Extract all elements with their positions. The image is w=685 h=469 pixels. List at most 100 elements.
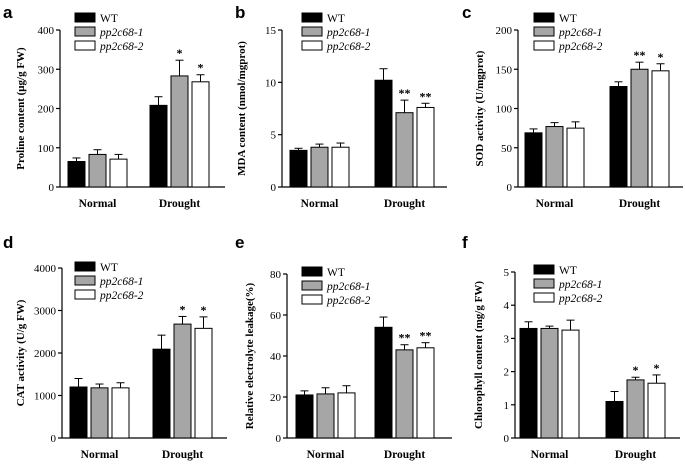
bar-pp2c68-2-normal — [566, 127, 585, 188]
category-label-normal: Normal — [301, 198, 339, 210]
bar-WT-drought — [374, 79, 393, 188]
legend: WT pp2c68-1 pp2c68-2 — [533, 264, 603, 305]
legend-label-pp2c68-2: pp2c68-2 — [326, 41, 371, 53]
bar-pp2c68-2-normal — [111, 387, 130, 439]
y-axis-label: SOD activity (U/mgprot) — [474, 50, 486, 166]
panel-letter-f: f — [462, 233, 468, 252]
y-tick-label: 200 — [496, 25, 513, 37]
legend-swatch-pp2c68-1 — [74, 275, 96, 286]
panel-d: d CAT activity (U/g FW) 0 1000 2000 3000 4000 N… — [3, 233, 227, 461]
bar-pp2c68-2-drought — [416, 106, 435, 188]
legend-label-pp2c68-1: pp2c68-1 — [558, 279, 602, 291]
category-label-drought: Drought — [162, 449, 203, 461]
y-axis-label: CAT activity (U/g FW) — [15, 299, 27, 406]
bar-WT-drought — [609, 86, 628, 188]
bar-WT-normal — [519, 327, 538, 439]
y-tick-label: 5 — [271, 130, 277, 142]
bar-WT-normal — [524, 132, 543, 188]
legend: WT pp2c68-1 pp2c68-2 — [74, 261, 144, 302]
legend-label-pp2c68-1: pp2c68-1 — [326, 281, 370, 293]
legend-label-pp2c68-1: pp2c68-1 — [99, 276, 143, 288]
bar-pp2c68-1-normal — [310, 146, 329, 188]
legend-label-WT: WT — [100, 262, 118, 274]
bar-pp2c68-1-normal — [545, 126, 564, 188]
panel-a: a Proline content (μg/g FW) 0 100 200 300 400 N… — [3, 3, 225, 210]
category-label-normal: Normal — [536, 198, 574, 210]
legend-swatch-WT — [301, 266, 323, 277]
significance-mark: * — [198, 61, 204, 75]
y-tick-label: 100 — [496, 104, 513, 116]
significance-mark: * — [658, 50, 664, 64]
bar-pp2c68-2-drought — [416, 347, 435, 439]
legend-label-pp2c68-2: pp2c68-2 — [558, 41, 603, 53]
legend-swatch-pp2c68-2 — [533, 292, 555, 303]
legend-label-WT: WT — [100, 13, 118, 25]
legend-swatch-WT — [74, 12, 96, 23]
y-tick-label: 400 — [38, 25, 55, 37]
y-tick-label: 10 — [265, 77, 277, 89]
y-tick-label: 200 — [38, 104, 55, 116]
y-axis-label: Chlorophyll content (mg/g FW) — [473, 281, 485, 429]
y-tick-label: 60 — [270, 310, 282, 322]
y-tick-label: 1000 — [34, 391, 57, 403]
legend: WT pp2c68-1 pp2c68-2 — [74, 12, 144, 53]
y-tick-label: 0 — [276, 433, 282, 445]
legend: WT pp2c68-1 pp2c68-2 — [533, 12, 603, 53]
legend-label-pp2c68-2: pp2c68-2 — [99, 41, 144, 53]
significance-mark: ** — [420, 329, 432, 343]
bar-pp2c68-1-normal — [316, 393, 335, 439]
significance-mark: ** — [399, 86, 411, 100]
y-tick-label: 2 — [504, 367, 510, 379]
legend: WT pp2c68-1 pp2c68-2 — [301, 266, 371, 307]
y-tick-label: 2000 — [34, 348, 57, 360]
category-label-drought: Drought — [384, 198, 425, 210]
legend-swatch-pp2c68-2 — [301, 294, 323, 305]
legend-swatch-pp2c68-1 — [533, 26, 555, 37]
y-tick-label: 4000 — [34, 263, 57, 275]
significance-mark: * — [177, 46, 183, 60]
bar-WT-drought — [605, 400, 624, 439]
bar-pp2c68-2-normal — [337, 392, 356, 439]
legend-swatch-WT — [74, 261, 96, 272]
panel-c: c SOD activity (U/mgprot) 0 50 100 150 200 Norm… — [462, 3, 683, 210]
y-tick-label: 300 — [38, 64, 55, 76]
bar-pp2c68-1-normal — [540, 327, 559, 439]
bar-WT-drought — [374, 326, 393, 439]
y-axis-label: Proline content (μg/g FW) — [15, 47, 27, 170]
panel-letter-b: b — [235, 3, 245, 22]
bar-pp2c68-1-drought — [630, 68, 649, 188]
bar-pp2c68-1-normal — [88, 153, 107, 188]
y-axis-label: MDA content (nmol/mgprot) — [236, 41, 248, 176]
legend-label-pp2c68-1: pp2c68-1 — [99, 27, 143, 39]
legend-swatch-pp2c68-1 — [301, 26, 323, 37]
category-label-normal: Normal — [81, 449, 119, 461]
bar-WT-drought — [149, 104, 168, 188]
y-tick-label: 0 — [271, 182, 277, 194]
significance-mark: ** — [420, 89, 432, 103]
significance-mark: * — [654, 361, 660, 375]
panel-letter-d: d — [3, 233, 13, 252]
legend-label-pp2c68-1: pp2c68-1 — [558, 27, 602, 39]
panel-letter-a: a — [3, 3, 13, 22]
bar-pp2c68-1-normal — [90, 387, 109, 439]
bar-pp2c68-1-drought — [395, 349, 414, 439]
y-tick-label: 150 — [496, 64, 513, 76]
panel-letter-e: e — [235, 233, 244, 252]
category-label-normal: Normal — [531, 449, 569, 461]
y-tick-label: 20 — [270, 392, 282, 404]
y-tick-label: 80 — [270, 269, 282, 281]
legend-swatch-pp2c68-2 — [74, 289, 96, 300]
legend: WT pp2c68-1 pp2c68-2 — [301, 12, 371, 53]
bar-pp2c68-1-drought — [626, 379, 645, 439]
category-label-drought: Drought — [384, 449, 425, 461]
significance-mark: ** — [634, 48, 646, 62]
legend-label-WT: WT — [327, 13, 345, 25]
bar-WT-normal — [67, 160, 86, 188]
significance-mark: * — [633, 363, 639, 377]
y-tick-label: 0 — [507, 182, 513, 194]
y-tick-label: 1 — [504, 400, 510, 412]
bar-pp2c68-2-normal — [331, 146, 350, 188]
bar-pp2c68-2-drought — [191, 81, 210, 188]
bar-WT-drought — [152, 348, 171, 439]
